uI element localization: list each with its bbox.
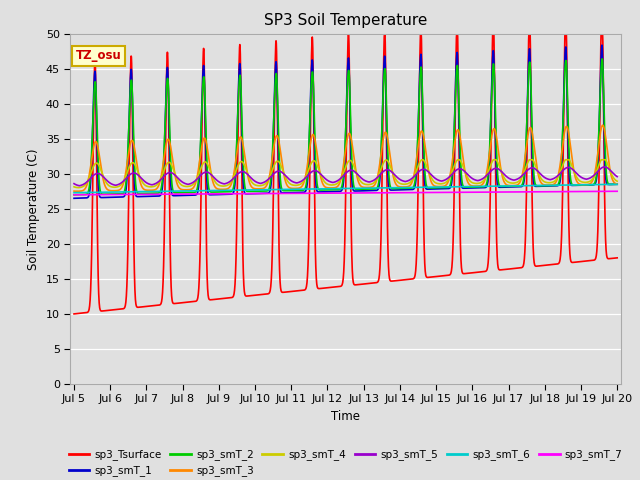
sp3_smT_5 xyxy=(362,178,369,184)
sp3_smT_6 xyxy=(580,182,588,188)
sp3_smT_4 xyxy=(581,180,589,185)
sp3_smT_3 xyxy=(222,186,230,192)
sp3_smT_1 xyxy=(373,187,381,193)
sp3_smT_2 xyxy=(565,152,573,157)
sp3_smT_4 xyxy=(70,184,78,190)
sp3_smT_5 xyxy=(601,164,609,170)
sp3_smT_7 xyxy=(580,189,588,194)
sp3_smT_5 xyxy=(566,165,573,170)
sp3_smT_5 xyxy=(373,175,381,180)
sp3_smT_1 xyxy=(613,181,621,187)
sp3_smT_2 xyxy=(580,182,588,188)
sp3_smT_7 xyxy=(221,191,229,197)
sp3_smT_5 xyxy=(70,181,78,187)
sp3_smT_1 xyxy=(504,184,511,190)
sp3_smT_1 xyxy=(361,188,369,193)
sp3_Tsurface xyxy=(70,311,78,317)
sp3_Tsurface xyxy=(373,279,381,285)
Line: sp3_Tsurface: sp3_Tsurface xyxy=(74,34,617,314)
sp3_Tsurface xyxy=(362,281,369,287)
sp3_smT_2 xyxy=(361,186,369,192)
sp3_Tsurface xyxy=(221,295,229,301)
sp3_Tsurface xyxy=(345,31,353,36)
Legend: sp3_Tsurface, sp3_smT_1, sp3_smT_2, sp3_smT_3, sp3_smT_4, sp3_smT_5, sp3_smT_6, : sp3_Tsurface, sp3_smT_1, sp3_smT_2, sp3_… xyxy=(65,445,627,480)
sp3_smT_1 xyxy=(598,42,605,48)
Text: TZ_osu: TZ_osu xyxy=(76,49,122,62)
X-axis label: Time: Time xyxy=(331,410,360,423)
sp3_smT_7 xyxy=(565,189,573,194)
sp3_smT_3 xyxy=(73,188,81,194)
sp3_Tsurface xyxy=(580,258,588,264)
sp3_smT_1 xyxy=(221,192,229,197)
sp3_smT_6 xyxy=(373,185,381,191)
sp3_smT_7 xyxy=(373,190,381,196)
sp3_smT_6 xyxy=(613,181,621,187)
sp3_smT_3 xyxy=(504,182,511,188)
sp3_smT_2 xyxy=(373,185,381,191)
sp3_smT_7 xyxy=(361,190,369,196)
sp3_smT_4 xyxy=(504,179,511,185)
sp3_smT_4 xyxy=(373,176,381,181)
Line: sp3_smT_7: sp3_smT_7 xyxy=(74,191,617,195)
Title: SP3 Soil Temperature: SP3 Soil Temperature xyxy=(264,13,428,28)
sp3_smT_2 xyxy=(70,192,78,198)
sp3_Tsurface xyxy=(504,266,511,272)
sp3_smT_6 xyxy=(565,182,573,188)
Line: sp3_smT_4: sp3_smT_4 xyxy=(74,160,617,188)
sp3_smT_4 xyxy=(613,178,621,184)
sp3_smT_7 xyxy=(504,189,511,195)
sp3_smT_5 xyxy=(504,174,511,180)
sp3_smT_3 xyxy=(599,122,607,128)
sp3_smT_6 xyxy=(221,188,229,193)
Line: sp3_smT_1: sp3_smT_1 xyxy=(74,45,617,198)
sp3_smT_5 xyxy=(580,176,588,181)
Y-axis label: Soil Temperature (C): Soil Temperature (C) xyxy=(28,148,40,270)
sp3_smT_3 xyxy=(566,135,573,141)
sp3_smT_2 xyxy=(598,56,606,62)
sp3_smT_2 xyxy=(221,189,229,195)
sp3_smT_3 xyxy=(362,185,369,191)
Line: sp3_smT_2: sp3_smT_2 xyxy=(74,59,617,195)
sp3_smT_3 xyxy=(580,182,588,188)
sp3_smT_4 xyxy=(362,181,369,187)
sp3_smT_4 xyxy=(566,157,573,163)
Line: sp3_smT_6: sp3_smT_6 xyxy=(74,184,617,192)
sp3_smT_2 xyxy=(613,181,621,187)
sp3_smT_4 xyxy=(222,183,230,189)
sp3_smT_1 xyxy=(565,171,573,177)
sp3_smT_1 xyxy=(70,195,78,201)
sp3_smT_6 xyxy=(70,190,78,195)
sp3_smT_6 xyxy=(361,185,369,191)
sp3_smT_5 xyxy=(613,174,621,180)
sp3_smT_1 xyxy=(580,182,588,188)
sp3_smT_3 xyxy=(373,176,381,181)
sp3_Tsurface xyxy=(566,241,573,247)
sp3_smT_2 xyxy=(504,183,511,189)
sp3_smT_7 xyxy=(70,192,78,198)
Line: sp3_smT_5: sp3_smT_5 xyxy=(74,167,617,186)
Line: sp3_smT_3: sp3_smT_3 xyxy=(74,125,617,191)
sp3_Tsurface xyxy=(613,255,621,261)
sp3_smT_4 xyxy=(418,157,426,163)
sp3_smT_6 xyxy=(504,183,511,189)
sp3_smT_3 xyxy=(613,181,621,187)
sp3_smT_5 xyxy=(222,180,230,186)
sp3_smT_3 xyxy=(70,188,78,194)
sp3_smT_7 xyxy=(613,188,621,194)
sp3_smT_5 xyxy=(76,183,83,189)
sp3_smT_4 xyxy=(74,185,82,191)
